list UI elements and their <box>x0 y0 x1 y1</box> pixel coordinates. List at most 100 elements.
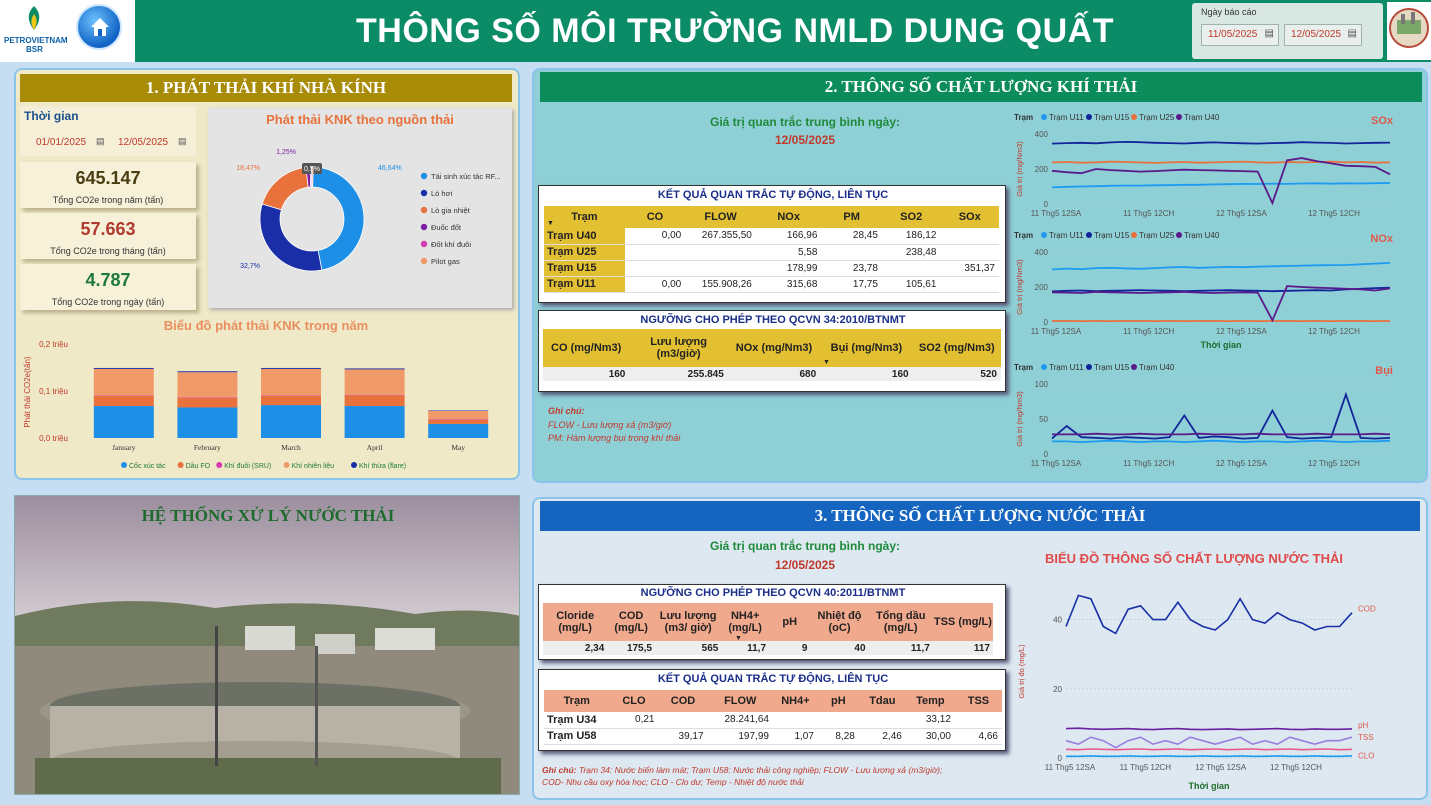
table-cell <box>955 712 1002 728</box>
table-cell <box>818 712 859 728</box>
col-header[interactable]: PM <box>821 206 882 228</box>
sort-desc-icon[interactable]: ▼ <box>547 220 554 227</box>
y-tick-label: 400 <box>1035 130 1049 139</box>
chart-title: NOx <box>1370 233 1394 245</box>
col-header[interactable]: NH4+ <box>772 690 818 712</box>
sort-desc-icon[interactable]: ▼ <box>735 635 742 642</box>
table-row[interactable]: Trạm U34 0,21 28.241,64 33,12 <box>544 712 1002 728</box>
table-cell: 0,00 <box>661 278 682 290</box>
y-tick-label: 100 <box>1035 380 1049 389</box>
col-header[interactable]: Lưu lượng (m3/ giờ) <box>654 603 722 641</box>
col-header[interactable]: SOx <box>940 206 999 228</box>
col-header[interactable]: Temp <box>905 690 955 712</box>
bar-segment <box>177 407 238 438</box>
col-header[interactable]: Tdau <box>858 690 906 712</box>
donut-label: 46,64% <box>378 165 402 172</box>
col-header[interactable]: Nhiệt độ (oC) <box>810 603 869 641</box>
table-cell: 8,28 <box>835 730 855 742</box>
air-avg-date: 12/05/2025 <box>774 133 836 147</box>
air-notes-line1: FLOW - Lưu lượng xả (m3/giờ) <box>548 420 672 430</box>
limit-cell: 2,34 <box>584 642 605 654</box>
col-header[interactable]: FLOW <box>707 690 773 712</box>
time-filter-to[interactable]: 12/05/2025 <box>118 137 169 148</box>
limit-cell: 255.845 <box>687 368 724 380</box>
bar-segment <box>344 394 405 396</box>
bar-segment <box>93 395 154 407</box>
bar-segment <box>344 369 405 395</box>
col-header[interactable]: Lưu lượng (m3/giờ) <box>629 329 728 367</box>
col-header[interactable]: TSS (mg/L) <box>932 603 993 641</box>
y-tick-label: 0,0 triệu <box>39 434 68 443</box>
legend-marker <box>1131 114 1137 120</box>
col-header[interactable]: CLO <box>609 690 659 712</box>
donut-slice <box>312 166 365 271</box>
col-header[interactable]: COD <box>658 690 708 712</box>
x-tick-label: 11 Thg5 12SA <box>1031 459 1082 468</box>
x-tick-label: February <box>194 443 221 452</box>
time-filter-from[interactable]: 01/01/2025 <box>36 137 87 148</box>
col-header[interactable]: Cloride (mg/L) <box>543 603 608 641</box>
table-cell: 28.241,64 <box>724 714 769 726</box>
col-header[interactable]: FLOW <box>685 206 756 228</box>
limit-cell: 565 <box>701 642 719 654</box>
col-header[interactable]: Tổng dầu (mg/L) <box>868 603 933 641</box>
chart-title: Bụi <box>1375 365 1393 377</box>
bar-segment <box>177 372 238 398</box>
col-header[interactable]: pH <box>769 603 811 641</box>
table-row[interactable]: Trạm U58 39,17 197,99 1,07 8,28 2,46 30,00 4,66 <box>544 728 1002 744</box>
bar-segment <box>344 395 405 407</box>
legend-label: Trạm U25 <box>1139 231 1175 240</box>
row-label-cell: Trạm U25 <box>544 244 625 260</box>
x-axis-label: Thời gian <box>1189 781 1230 791</box>
col-header[interactable]: CO <box>624 206 686 228</box>
kpi-day-value: 4.787 <box>85 270 131 290</box>
col-header[interactable]: Trạm <box>544 206 625 228</box>
series-line <box>1065 748 1353 751</box>
home-button[interactable] <box>76 4 122 50</box>
bar-segment <box>93 368 154 396</box>
col-header[interactable]: TSS <box>954 690 1002 712</box>
ghg-bar-chart-title: Biểu đồ phát thải KNK trong năm <box>163 318 369 333</box>
table-row[interactable]: Trạm U25 5,58 238,48 <box>544 244 999 260</box>
col-header[interactable]: COD (mg/L) <box>607 603 655 641</box>
col-header[interactable]: SO2 (mg/Nm3) <box>912 329 1001 367</box>
calendar-icon: ▤ <box>1264 28 1274 39</box>
table-row[interactable]: Trạm U15 178,99 23,78 351,37 <box>544 260 999 276</box>
legend-title: Trạm <box>1014 231 1033 240</box>
table-cell: 105,61 <box>905 278 937 290</box>
calendar-icon: ▤ <box>96 136 105 146</box>
series-end-label: COD <box>1358 605 1376 614</box>
x-tick-label: 11 Thg5 12CH <box>1123 459 1175 468</box>
x-tick-label: 12 Thg5 12CH <box>1308 327 1360 336</box>
col-header[interactable]: NH4+ (mg/L) <box>721 603 770 641</box>
table-cell: 238,48 <box>905 246 937 258</box>
bar-segment <box>428 423 489 438</box>
report-date-to[interactable]: 12/05/2025 ▤ <box>1284 24 1362 46</box>
x-tick-label: May <box>451 443 465 452</box>
col-header[interactable]: Bụi (mg/Nm3) <box>820 329 913 367</box>
report-date-from[interactable]: 11/05/2025 ▤ <box>1201 24 1279 46</box>
legend-label: Khí thừa (flare) <box>359 463 406 470</box>
limit-cell: 11,7 <box>747 642 767 654</box>
legend-label: Pilot gas <box>431 257 460 266</box>
donut-slice <box>259 203 323 272</box>
limit-cell: 117 <box>973 642 990 654</box>
table-cell: 23,78 <box>852 262 878 274</box>
col-header[interactable]: pH <box>817 690 859 712</box>
ghg-section-title: 1. PHÁT THẢI KHÍ NHÀ KÍNH <box>20 74 512 102</box>
col-header[interactable]: NOx <box>755 206 822 228</box>
legend-label: Trạm U40 <box>1184 113 1220 122</box>
sort-desc-icon[interactable]: ▼ <box>823 359 830 366</box>
table-row[interactable]: Trạm U11 0,00 155.908,26 315,68 17,75 105,61 <box>544 276 999 292</box>
water-avg-date: 12/05/2025 <box>774 558 836 572</box>
x-tick-label: 11 Thg5 12CH <box>1123 327 1175 336</box>
col-header[interactable]: Trạm <box>544 690 610 712</box>
table-row[interactable]: Trạm U40 0,00 267.355,50 166,96 28,45 186,12 <box>544 228 999 244</box>
table-cell <box>940 276 999 292</box>
col-header[interactable]: CO (mg/Nm3) <box>543 329 630 367</box>
col-header[interactable]: NOx (mg/Nm3) <box>727 329 821 367</box>
table-cell <box>882 260 941 276</box>
series-end-label: pH <box>1358 721 1368 730</box>
col-header[interactable]: SO2 <box>881 206 941 228</box>
limit-cell: 160 <box>891 368 909 380</box>
